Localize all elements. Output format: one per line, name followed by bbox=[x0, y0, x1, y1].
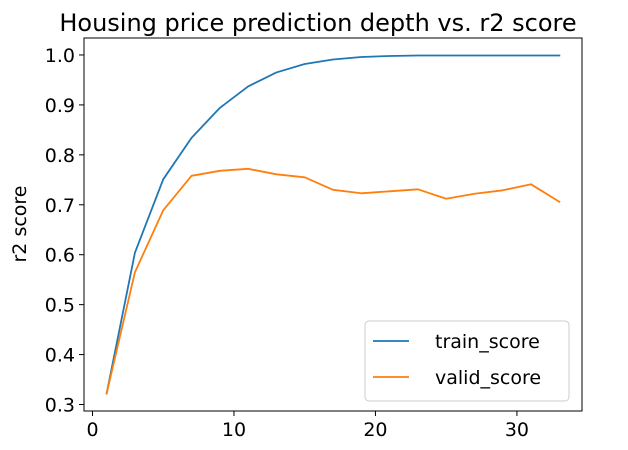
axes-frame bbox=[83, 37, 583, 412]
y-tick-label: 0.7 bbox=[45, 195, 75, 217]
y-tick-label: 1.0 bbox=[45, 45, 75, 67]
y-tick-label: 0.8 bbox=[45, 145, 75, 167]
chart-title: Housing price prediction depth vs. r2 sc… bbox=[59, 9, 576, 37]
legend-label-train-score: train_score bbox=[435, 331, 540, 353]
series-line-valid-score bbox=[105, 167, 561, 395]
x-tick-label: 10 bbox=[222, 419, 246, 441]
x-tick-label: 30 bbox=[505, 419, 529, 441]
legend: train_score valid_score bbox=[364, 320, 570, 402]
y-tick-label: 0.4 bbox=[45, 345, 75, 367]
legend-label-valid-score: valid_score bbox=[435, 367, 541, 389]
y-axis-label: r2 score bbox=[9, 186, 31, 263]
legend-box bbox=[364, 320, 570, 402]
y-tick-label: 0.9 bbox=[45, 95, 75, 117]
plot-area: 0 10 20 30 0.3 0.4 0.5 0.6 0.7 0.8 0.9 1.0 bbox=[45, 37, 583, 441]
x-tick-label: 20 bbox=[363, 419, 387, 441]
y-tick-label: 0.6 bbox=[45, 245, 75, 267]
x-tick-label: 0 bbox=[86, 419, 98, 441]
series-line-train-score bbox=[105, 54, 561, 395]
y-tick-label: 0.3 bbox=[45, 395, 75, 417]
y-tick-label: 0.5 bbox=[45, 295, 75, 317]
